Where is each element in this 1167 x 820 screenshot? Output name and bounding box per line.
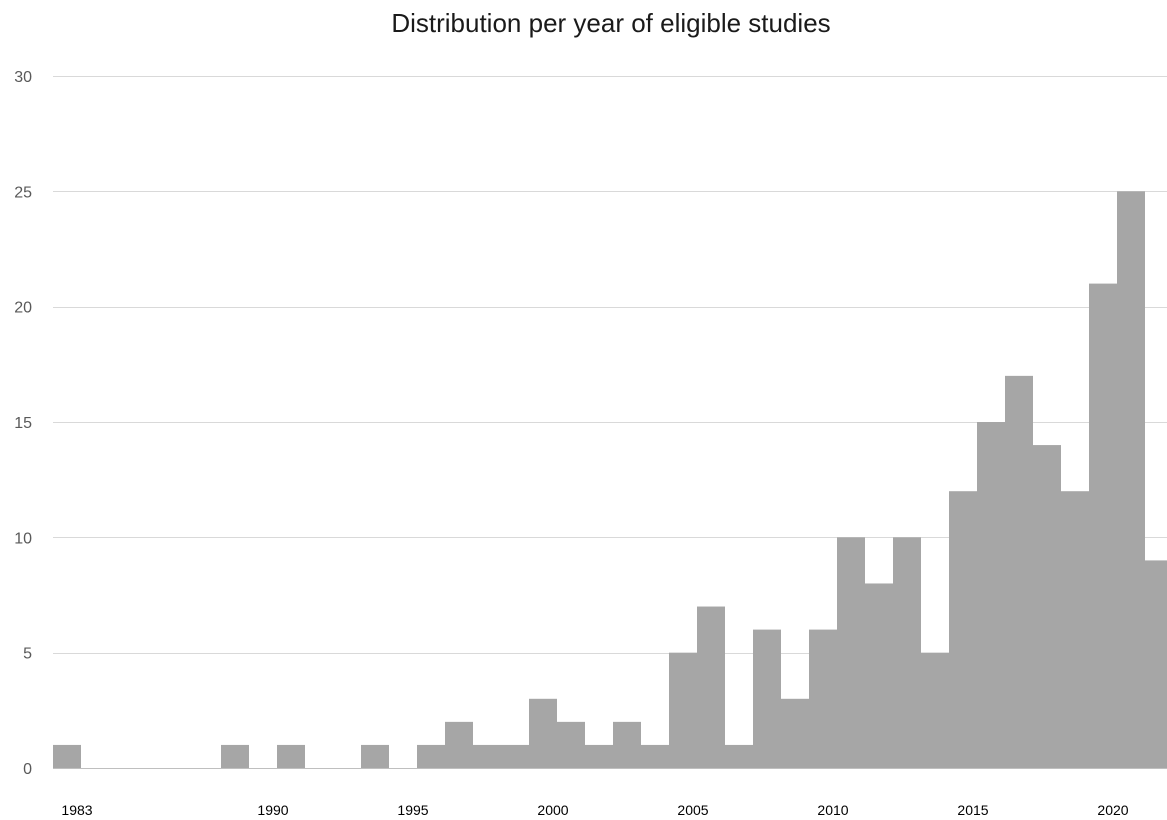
y-tick-label: 25 (14, 184, 32, 201)
bar-1997 (445, 721, 473, 768)
y-tick-label: 5 (23, 646, 32, 663)
bar-2009 (781, 698, 809, 768)
bar-2014 (921, 652, 949, 768)
bar-1991 (277, 744, 305, 768)
bar-1998 (473, 744, 501, 768)
y-tick-label: 30 (14, 69, 32, 86)
bar-2000 (529, 698, 557, 768)
bar-1983 (53, 744, 81, 768)
y-axis-ticks: 0 5 10 15 20 25 30 (14, 69, 32, 778)
bar-2010 (809, 629, 837, 768)
bar-2021 (1117, 191, 1145, 769)
y-tick-label: 10 (14, 530, 32, 547)
bar-2012 (865, 583, 893, 768)
bar-2022 (1145, 560, 1167, 768)
x-tick-label: 2000 (537, 802, 568, 818)
bar-1999 (501, 744, 529, 768)
bar-2003 (613, 721, 641, 768)
x-tick-label: 2015 (957, 802, 988, 818)
y-tick-label: 15 (14, 415, 32, 432)
bar-2001 (557, 721, 585, 768)
bar-2018 (1033, 445, 1061, 768)
chart-title: Distribution per year of eligible studie… (391, 8, 830, 38)
x-tick-label: 2010 (817, 802, 848, 818)
bar-2013 (893, 537, 921, 768)
bar-2020 (1089, 283, 1117, 768)
bar-2015 (949, 491, 977, 768)
bar-2004 (641, 744, 669, 768)
bar-2011 (837, 537, 865, 768)
bar-2002 (585, 744, 613, 768)
bar-2019 (1061, 491, 1089, 768)
x-axis-ticks: 1983 1990 1995 2000 2005 2010 2015 2020 (61, 802, 1128, 818)
y-tick-label: 20 (14, 300, 32, 317)
y-tick-label: 0 (23, 761, 32, 778)
bar-1994 (361, 744, 389, 768)
x-tick-label: 1990 (257, 802, 288, 818)
x-tick-label: 2020 (1097, 802, 1128, 818)
bar-2017 (1005, 375, 1033, 768)
x-tick-label: 2005 (677, 802, 708, 818)
bar-2008 (753, 629, 781, 768)
bar-1996 (417, 744, 445, 768)
bar-2005 (669, 652, 697, 768)
bar-2007 (725, 744, 753, 768)
bar-1989 (221, 744, 249, 768)
bars (53, 191, 1167, 769)
x-tick-label: 1983 (61, 802, 92, 818)
bar-2016 (977, 422, 1005, 768)
bar-2006 (697, 606, 725, 768)
x-tick-label: 1995 (397, 802, 428, 818)
